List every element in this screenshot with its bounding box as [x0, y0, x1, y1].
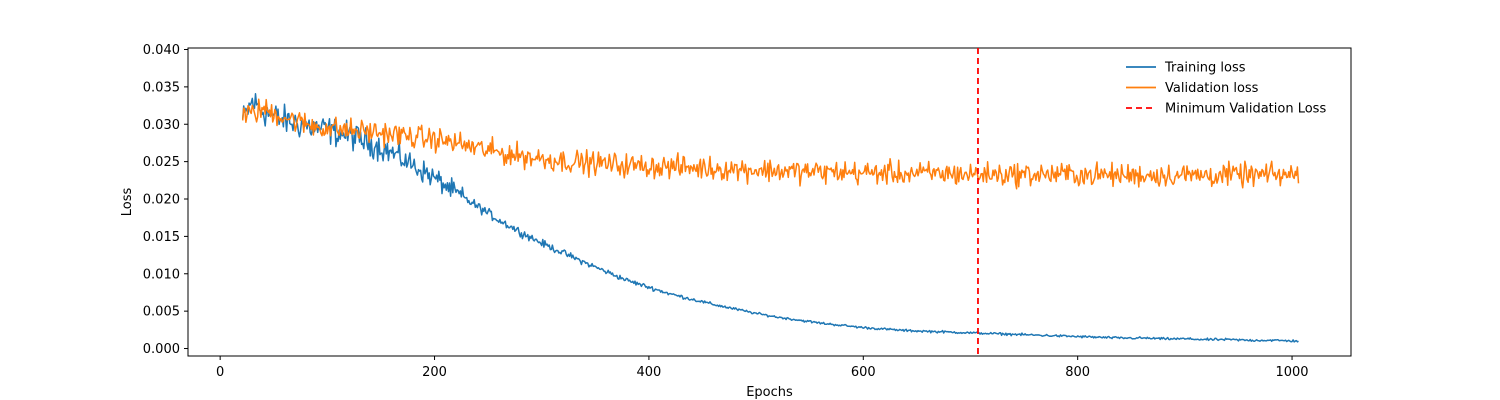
legend-item-min-validation-loss: Minimum Validation Loss	[1126, 102, 1326, 117]
legend: Training loss Validation loss Minimum Vali…	[1126, 61, 1326, 117]
legend-item-training-loss: Training loss	[1126, 61, 1246, 76]
legend-label: Training loss	[1164, 61, 1246, 76]
y-tick-label: 0.030	[143, 118, 180, 133]
training-loss-line	[241, 93, 1299, 343]
y-axis-ticks: 0.000 0.005 0.010 0.015 0.020 0.025 0.030 0.035…	[143, 43, 188, 357]
x-axis-label: Epochs	[746, 385, 793, 400]
x-tick-label: 400	[636, 365, 661, 380]
x-tick-label: 0	[216, 365, 224, 380]
y-tick-label: 0.035	[143, 80, 180, 95]
x-axis-ticks: 0 200 400 600 800 1000	[216, 356, 1309, 380]
y-tick-label: 0.005	[143, 305, 180, 320]
y-tick-label: 0.015	[143, 230, 180, 245]
y-tick-label: 0.025	[143, 155, 180, 170]
legend-item-validation-loss: Validation loss	[1126, 81, 1259, 96]
y-tick-label: 0.010	[143, 267, 180, 282]
x-tick-label: 600	[851, 365, 876, 380]
plot-area	[187, 47, 1352, 357]
y-tick-label: 0.000	[143, 342, 180, 357]
x-tick-label: 200	[422, 365, 447, 380]
legend-label: Minimum Validation Loss	[1165, 102, 1326, 117]
x-tick-label: 800	[1065, 365, 1090, 380]
plot-frame	[187, 47, 1352, 357]
legend-label: Validation loss	[1165, 81, 1259, 96]
y-tick-label: 0.040	[143, 43, 180, 58]
y-tick-label: 0.020	[143, 193, 180, 208]
x-tick-label: 1000	[1275, 365, 1308, 380]
y-axis-label: Loss	[120, 188, 135, 217]
validation-loss-line	[241, 98, 1300, 190]
